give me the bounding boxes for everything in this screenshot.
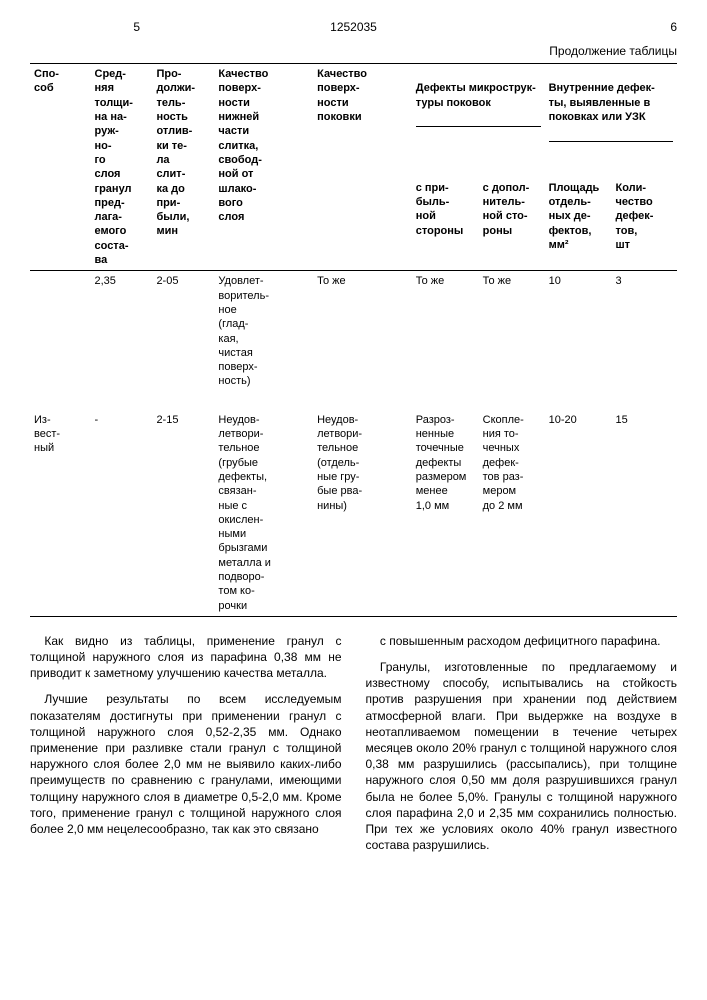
col-profit-side: с при- быль- ной стороны	[412, 178, 479, 271]
cell-duration: 2-15	[152, 410, 214, 616]
col-defect-area: Площадь отдель- ных де- фектов, мм²	[545, 178, 612, 271]
cell-defect-count: 15	[612, 410, 678, 616]
cell-surface-forging: То же	[313, 271, 412, 392]
data-table: Спо- соб Сред- няя толщи- на на- руж- но…	[30, 63, 677, 617]
table-row: Из- вест- ный - 2-15 Неудов- летвори- те…	[30, 410, 677, 616]
cell-defect-count: 3	[612, 271, 678, 392]
paragraph: Лучшие результаты по всем исследу­емым п…	[30, 691, 342, 837]
cell-defect-area: 10-20	[545, 410, 612, 616]
col-surface-ingot: Качество поверх- ности нижней части слит…	[214, 64, 313, 271]
page-header: 5 1252035 6	[30, 20, 677, 36]
cell-thickness: -	[91, 410, 153, 616]
body-text: Как видно из таблицы, применение гранул …	[30, 633, 677, 855]
col-defect-count: Коли- чество дефек- тов, шт	[612, 178, 678, 271]
col-thickness: Сред- няя толщи- на на- руж- но- го слоя…	[91, 64, 153, 271]
cell-duration: 2-05	[152, 271, 214, 392]
table-row: 2,35 2-05 Удовлет- воритель- ное (глад- …	[30, 271, 677, 392]
cell-surface-ingot: Неудов- летвори- тельное (грубые дефекты…	[214, 410, 313, 616]
paragraph: Гранулы, изготовленные по пред­лагаемому…	[366, 659, 678, 853]
col-surface-forging: Качество поверх- ности поковки	[313, 64, 412, 271]
cell-defect-area: 10	[545, 271, 612, 392]
cell-surface-ingot: Удовлет- воритель- ное (глад- кая, чиста…	[214, 271, 313, 392]
cell-surface-forging: Неудов- летвори- тельное (отдель- ные гр…	[313, 410, 412, 616]
col-micro-defects: Дефекты микрострук- туры поковок	[412, 64, 545, 178]
cell-profit-side: То же	[412, 271, 479, 392]
paragraph: с повышенным расходом дефицитного парафи…	[366, 633, 678, 649]
col-additional-side: с допол- нитель- ной сто- роны	[479, 178, 545, 271]
col-method: Спо- соб	[30, 64, 91, 271]
col-duration: Про- должи- тель- ность отлив- ки те- ла…	[152, 64, 214, 271]
cell-thickness: 2,35	[91, 271, 153, 392]
page-number-left: 5	[30, 20, 244, 36]
cell-profit-side: Разроз- ненные точечные дефекты размером…	[412, 410, 479, 616]
table-caption: Продолжение таблицы	[30, 44, 677, 60]
page-number-right: 6	[464, 20, 678, 36]
cell-method	[30, 271, 91, 392]
col-micro-defects-label: Дефекты микрострук- туры поковок	[416, 81, 541, 110]
paragraph: Как видно из таблицы, применение гранул …	[30, 633, 342, 682]
cell-method: Из- вест- ный	[30, 410, 91, 616]
cell-additional-side: То же	[479, 271, 545, 392]
cell-additional-side: Скопле- ния то- чечных дефек- тов раз- м…	[479, 410, 545, 616]
doc-number: 1252035	[247, 20, 461, 36]
col-internal-defects: Внутренние дефек- ты, выявленные в поков…	[545, 64, 677, 178]
col-internal-defects-label: Внутренние дефек- ты, выявленные в поков…	[549, 81, 673, 124]
